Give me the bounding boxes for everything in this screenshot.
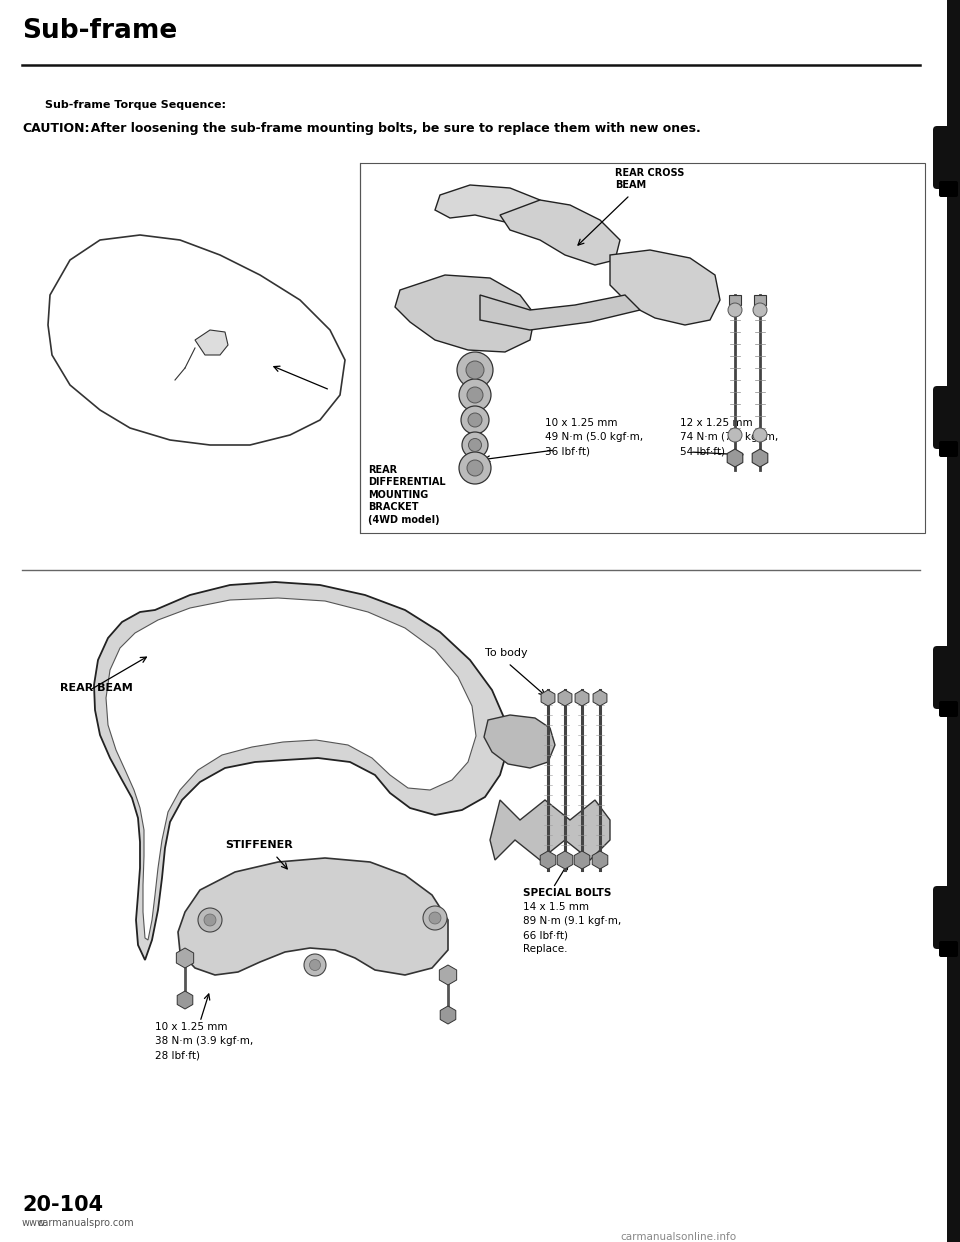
Text: carmanualspro.com: carmanualspro.com: [37, 1218, 133, 1228]
Text: Sub-frame Torque Sequence:: Sub-frame Torque Sequence:: [45, 101, 226, 111]
Text: 20-104: 20-104: [22, 1195, 103, 1215]
Polygon shape: [490, 800, 610, 859]
Text: CAUTION:: CAUTION:: [22, 122, 89, 135]
Text: STIFFENER: STIFFENER: [225, 840, 293, 850]
Bar: [729, 296, 741, 306]
Text: REAR
DIFFERENTIAL
MOUNTING
BRACKET
(4WD model): REAR DIFFERENTIAL MOUNTING BRACKET (4WD …: [368, 465, 445, 524]
Circle shape: [467, 460, 483, 476]
FancyBboxPatch shape: [939, 441, 958, 457]
Text: 36 lbf·ft): 36 lbf·ft): [545, 446, 590, 456]
Text: 14 x 1.5 mm: 14 x 1.5 mm: [523, 902, 589, 912]
Text: 28 lbf·ft): 28 lbf·ft): [155, 1049, 200, 1059]
FancyBboxPatch shape: [933, 886, 960, 949]
FancyBboxPatch shape: [933, 386, 960, 450]
Circle shape: [468, 438, 482, 452]
Text: REAR BEAM: REAR BEAM: [60, 683, 132, 693]
Circle shape: [468, 414, 482, 427]
Text: Replace.: Replace.: [523, 944, 567, 954]
Polygon shape: [178, 858, 448, 975]
Text: 89 N·m (9.1 kgf·m,: 89 N·m (9.1 kgf·m,: [523, 917, 621, 927]
Text: REAR CROSS
BEAM: REAR CROSS BEAM: [615, 168, 684, 190]
Circle shape: [309, 960, 321, 970]
Circle shape: [304, 954, 326, 976]
Circle shape: [728, 303, 742, 317]
Polygon shape: [480, 296, 640, 330]
Text: To body: To body: [485, 648, 528, 658]
Bar: [947, 0, 960, 1242]
Circle shape: [753, 303, 767, 317]
Bar: [360, 163, 925, 533]
Circle shape: [753, 428, 767, 442]
Text: 66 lbf·ft): 66 lbf·ft): [523, 930, 568, 940]
Text: www.: www.: [22, 1218, 48, 1228]
Text: carmanualsonline.info: carmanualsonline.info: [620, 1232, 736, 1242]
Circle shape: [466, 361, 484, 379]
Circle shape: [459, 452, 491, 484]
Polygon shape: [106, 597, 476, 940]
Text: 38 N·m (3.9 kgf·m,: 38 N·m (3.9 kgf·m,: [155, 1036, 253, 1046]
FancyBboxPatch shape: [939, 941, 958, 958]
Polygon shape: [395, 274, 535, 351]
Circle shape: [429, 912, 441, 924]
Text: SPECIAL BOLTS: SPECIAL BOLTS: [523, 888, 612, 898]
Polygon shape: [484, 715, 555, 768]
Polygon shape: [435, 185, 545, 225]
Circle shape: [728, 428, 742, 442]
Text: 74 N·m (7.5 kgf·m,: 74 N·m (7.5 kgf·m,: [680, 432, 779, 442]
Text: 10 x 1.25 mm: 10 x 1.25 mm: [155, 1022, 228, 1032]
Polygon shape: [48, 235, 345, 445]
Text: 54 lbf·ft): 54 lbf·ft): [680, 446, 725, 456]
Text: Sub-frame: Sub-frame: [22, 17, 178, 43]
Text: 10 x 1.25 mm: 10 x 1.25 mm: [545, 419, 617, 428]
Circle shape: [467, 388, 483, 402]
Polygon shape: [500, 200, 620, 265]
Circle shape: [198, 908, 222, 932]
Circle shape: [457, 351, 493, 388]
FancyBboxPatch shape: [933, 125, 960, 189]
FancyBboxPatch shape: [933, 646, 960, 709]
Text: 12 x 1.25 mm: 12 x 1.25 mm: [680, 419, 753, 428]
Bar: [754, 296, 766, 306]
Circle shape: [461, 406, 489, 433]
Polygon shape: [610, 250, 720, 325]
Polygon shape: [94, 582, 508, 960]
FancyBboxPatch shape: [939, 700, 958, 717]
Circle shape: [462, 432, 488, 458]
Circle shape: [423, 905, 447, 930]
Text: After loosening the sub-frame mounting bolts, be sure to replace them with new o: After loosening the sub-frame mounting b…: [82, 122, 701, 135]
FancyBboxPatch shape: [939, 181, 958, 197]
Circle shape: [459, 379, 491, 411]
Circle shape: [204, 914, 216, 927]
Polygon shape: [195, 330, 228, 355]
Text: 49 N·m (5.0 kgf·m,: 49 N·m (5.0 kgf·m,: [545, 432, 643, 442]
